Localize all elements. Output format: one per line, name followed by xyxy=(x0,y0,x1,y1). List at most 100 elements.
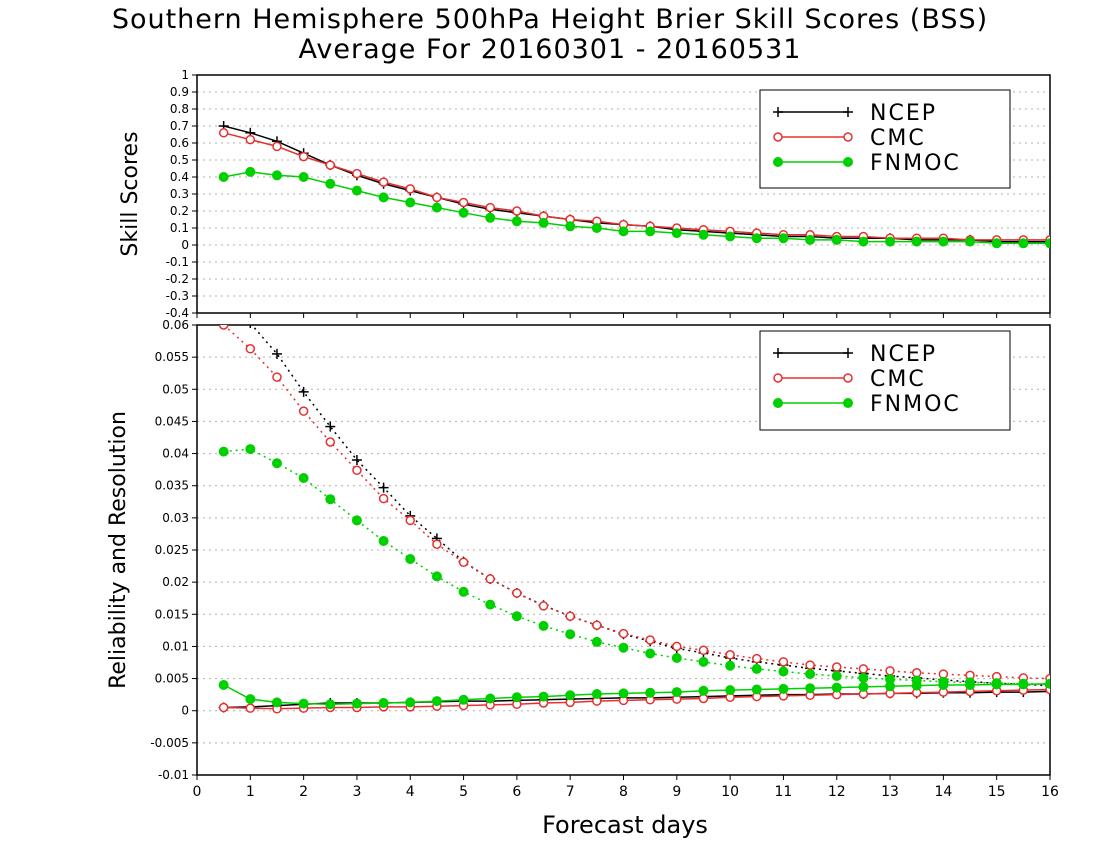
x-tick-label: 6 xyxy=(512,784,521,800)
fnmoc-point xyxy=(751,663,762,674)
x-tick-label: 0 xyxy=(193,784,202,800)
cmc-point xyxy=(352,465,362,476)
fnmoc-point xyxy=(431,571,442,582)
legend-item-ncep: NCEP xyxy=(773,342,935,367)
cmc-point xyxy=(245,344,256,354)
fnmoc-point xyxy=(271,458,282,469)
ncep-point xyxy=(271,348,282,359)
cmc-point xyxy=(565,611,575,621)
fnmoc-point xyxy=(858,672,869,683)
cmc-point xyxy=(432,539,442,549)
ncep-point xyxy=(249,325,252,329)
fnmoc-point xyxy=(458,586,469,597)
x-tick-label: 1 xyxy=(246,784,255,800)
fnmoc-point xyxy=(965,680,976,690)
cmc-point xyxy=(485,574,495,584)
y-tick-label: 0.5 xyxy=(170,153,189,167)
fnmoc-point xyxy=(351,185,362,196)
legend-marker xyxy=(773,157,783,167)
cmc-point xyxy=(485,202,495,213)
fnmoc-point xyxy=(591,689,602,699)
fnmoc-point xyxy=(805,669,816,680)
plot-frame xyxy=(196,324,1051,776)
y-tick-label: 0.3 xyxy=(170,187,189,201)
y-tick-label: 0.055 xyxy=(155,350,189,364)
cmc-point xyxy=(378,177,389,187)
y-tick-label: -0.3 xyxy=(166,289,189,303)
cmc-point xyxy=(885,666,895,676)
fnmoc-point xyxy=(591,636,602,647)
cmc-point xyxy=(325,437,336,447)
legend-label: CMC xyxy=(870,126,926,151)
fnmoc-point xyxy=(751,233,762,244)
cmc-resolution-series-line xyxy=(223,325,1050,680)
fnmoc-point xyxy=(538,620,549,631)
y-tick-label: 1 xyxy=(181,68,189,82)
y-tick-label: 0.2 xyxy=(170,204,189,218)
x-tick-label: 10 xyxy=(721,784,739,800)
x-axis-label: Forecast days xyxy=(542,811,708,839)
fnmoc-point xyxy=(778,233,789,244)
legend-marker xyxy=(843,348,853,358)
cmc-point xyxy=(592,620,602,630)
cmc-point xyxy=(218,325,229,330)
fnmoc-point xyxy=(325,699,336,710)
fnmoc-point xyxy=(965,236,976,247)
x-tick-label: 3 xyxy=(352,784,361,800)
fnmoc-resolution-series-line xyxy=(223,448,1050,686)
legend-label: CMC xyxy=(870,367,926,392)
cmc-point xyxy=(512,206,522,216)
legend-item-fnmoc: FNMOC xyxy=(773,392,959,417)
cmc-point xyxy=(405,515,415,526)
y-tick-label: 0.025 xyxy=(155,543,189,557)
fnmoc-point xyxy=(245,166,256,177)
cmc-point xyxy=(352,168,362,179)
cmc-point xyxy=(298,151,309,162)
cmc-point xyxy=(272,141,282,152)
legend-label: NCEP xyxy=(870,101,937,126)
fnmoc-point xyxy=(565,629,576,640)
fnmoc-point xyxy=(458,207,469,218)
legend-marker xyxy=(843,157,853,167)
fnmoc-point xyxy=(645,226,656,237)
legend-box xyxy=(759,89,1011,189)
y-tick-label: 0.9 xyxy=(170,85,189,99)
cmc-point xyxy=(218,702,229,713)
y-tick-label: 0.035 xyxy=(155,479,189,493)
cmc-point xyxy=(778,657,789,667)
legend-item-fnmoc: FNMOC xyxy=(773,151,959,176)
legend-marker xyxy=(773,348,783,358)
x-tick-label: 14 xyxy=(934,784,952,800)
fnmoc-point xyxy=(405,697,416,708)
fnmoc-point xyxy=(245,694,256,705)
fnmoc-point xyxy=(885,236,896,247)
legend-marker xyxy=(843,107,853,117)
fnmoc-point xyxy=(405,554,416,564)
fnmoc-point xyxy=(911,680,922,691)
fnmoc-point xyxy=(325,178,336,189)
fnmoc-point xyxy=(431,696,442,707)
fnmoc-point xyxy=(618,642,629,653)
fnmoc-point xyxy=(565,690,576,701)
cmc-point xyxy=(245,134,256,145)
fnmoc-point xyxy=(218,680,229,690)
y-tick-label: 0.6 xyxy=(170,136,189,150)
fnmoc-point xyxy=(511,216,522,227)
fnmoc-point xyxy=(911,236,922,247)
ncep-resolution-series-line xyxy=(250,325,1050,687)
legend-marker xyxy=(773,132,783,142)
x-tick-label: 15 xyxy=(988,784,1006,800)
x-tick-label: 12 xyxy=(828,784,846,800)
skill-score-panel: -0.4 -0.3 -0.2 -0.1 0 0.1 0.2 0.3 0.4 0.5 0.6 0.7 0.… xyxy=(118,68,1051,320)
series-group xyxy=(218,121,1050,249)
legend-marker xyxy=(773,107,783,117)
cmc-point xyxy=(698,645,709,656)
fnmoc-point xyxy=(511,611,522,622)
x-tick-label: 11 xyxy=(775,784,793,800)
legend-item-cmc: CMC xyxy=(773,126,926,151)
fnmoc-point xyxy=(858,236,869,247)
x-tick-label: 8 xyxy=(619,784,628,800)
x-tick-label: 2 xyxy=(299,784,308,800)
